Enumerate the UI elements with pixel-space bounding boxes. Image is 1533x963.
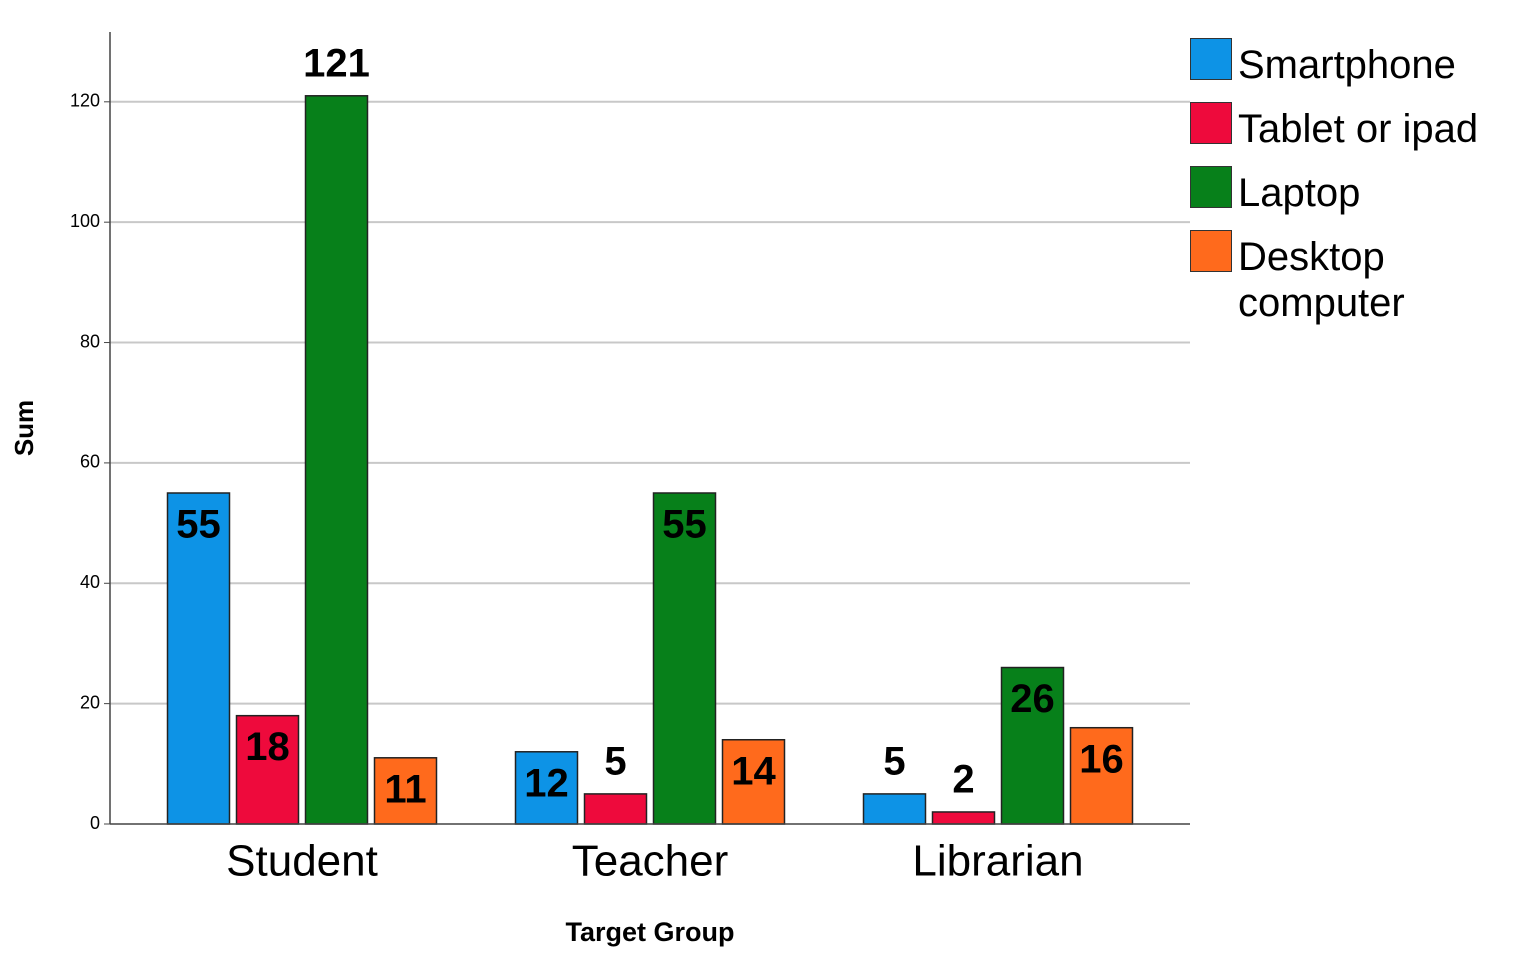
data-label: 14 <box>731 749 776 793</box>
x-tick-label: Teacher <box>572 837 729 886</box>
y-axis-title: Sum <box>9 400 39 456</box>
bar <box>166 492 231 825</box>
data-label: 55 <box>176 503 221 547</box>
data-label: 18 <box>245 725 290 769</box>
legend-swatch <box>1190 230 1232 272</box>
legend-swatch <box>1190 38 1232 80</box>
data-label: 55 <box>662 503 707 547</box>
x-tick-label: Librarian <box>912 837 1083 886</box>
data-label: 121 <box>303 41 370 85</box>
legend-swatch <box>1190 166 1232 208</box>
data-label: 11 <box>384 767 426 811</box>
legend-item: Laptop <box>1190 166 1530 216</box>
bar <box>931 811 996 825</box>
legend: Smartphone Tablet or ipad Laptop Desktop co… <box>1190 38 1530 340</box>
y-tick-label: 120 <box>70 91 100 111</box>
bar <box>1000 666 1065 825</box>
legend-swatch <box>1190 102 1232 144</box>
legend-label: Laptop <box>1238 171 1361 215</box>
data-label: 12 <box>524 761 569 805</box>
legend-label: Smartphone <box>1238 43 1456 87</box>
x-axis-title: Target Group <box>565 917 734 947</box>
data-label: 26 <box>1010 677 1055 721</box>
y-tick-label: 100 <box>70 211 100 231</box>
bar <box>1069 726 1134 825</box>
legend-label: Desktop computer <box>1238 235 1405 325</box>
y-tick-label: 40 <box>80 572 100 592</box>
legend-item: Smartphone <box>1190 38 1530 88</box>
y-tick-label: 60 <box>80 452 100 472</box>
legend-label: Tablet or ipad <box>1238 107 1479 151</box>
bar <box>583 793 648 825</box>
bar <box>721 738 786 825</box>
data-label: 5 <box>604 739 626 783</box>
data-label: 16 <box>1079 737 1124 781</box>
legend-item: Desktop computer <box>1190 230 1530 326</box>
x-tick-label: Student <box>226 837 378 886</box>
bar <box>514 751 579 825</box>
legend-item: Tablet or ipad <box>1190 102 1530 152</box>
y-tick-label: 0 <box>90 813 100 833</box>
y-tick-label: 80 <box>80 331 100 351</box>
y-tick-label: 20 <box>80 692 100 712</box>
data-label: 5 <box>883 739 905 783</box>
bar <box>373 757 438 825</box>
bar <box>862 793 927 825</box>
bar <box>652 492 717 825</box>
data-label: 2 <box>952 758 974 802</box>
bar <box>304 95 369 825</box>
